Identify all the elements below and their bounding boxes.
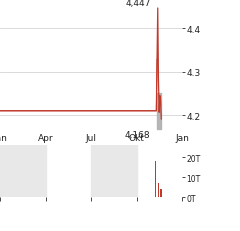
- Bar: [160, 190, 162, 198]
- Bar: [0, 146, 46, 198]
- Text: Jan: Jan: [175, 134, 189, 143]
- Bar: [158, 184, 159, 198]
- Text: 4,447: 4,447: [125, 0, 150, 8]
- Bar: [91, 146, 137, 198]
- Bar: [155, 162, 156, 198]
- Text: Jan: Jan: [0, 134, 7, 143]
- Text: Jul: Jul: [86, 134, 97, 143]
- Text: Okt: Okt: [129, 134, 145, 143]
- Text: Apr: Apr: [38, 134, 54, 143]
- Text: 4,168: 4,168: [125, 130, 150, 139]
